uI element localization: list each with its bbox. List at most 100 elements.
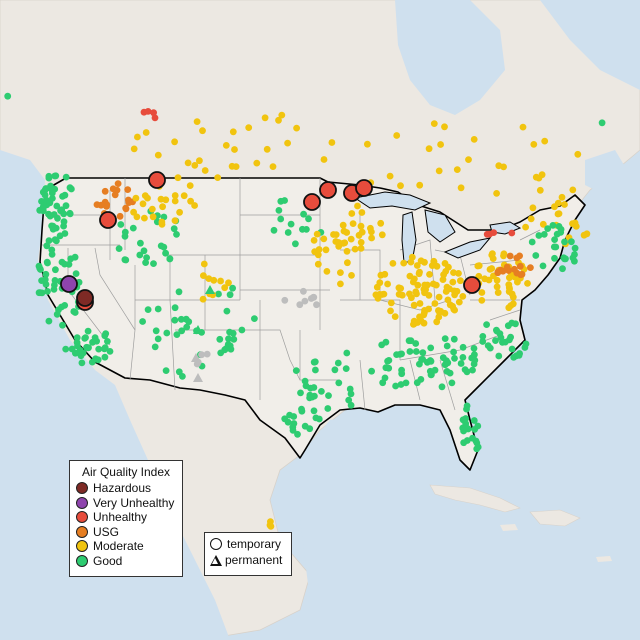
monitor-marker — [42, 185, 50, 192]
monitor-marker — [471, 426, 479, 433]
monitor-marker — [152, 327, 160, 335]
monitor-marker — [508, 345, 516, 353]
monitor-marker — [527, 264, 534, 271]
monitor-marker — [425, 145, 433, 153]
monitor-marker — [203, 350, 211, 358]
monitor-marker — [225, 279, 232, 287]
monitor-marker — [35, 289, 43, 297]
monitor-marker — [324, 405, 332, 412]
monitor-marker — [377, 219, 385, 227]
puerto-rico — [596, 556, 612, 562]
monitor-marker — [308, 393, 316, 401]
monitor-marker — [281, 415, 289, 423]
monitor-marker — [435, 293, 443, 301]
monitor-marker — [53, 237, 60, 245]
monitor-marker — [314, 260, 322, 268]
monitor-marker — [408, 294, 415, 302]
monitor-marker — [439, 354, 447, 362]
monitor-marker — [516, 262, 524, 270]
monitor-marker — [154, 305, 162, 313]
monitor-marker — [357, 245, 365, 252]
monitor-marker — [89, 338, 96, 346]
monitor-marker — [465, 156, 472, 164]
monitor-marker — [417, 317, 425, 324]
monitor-marker — [231, 146, 238, 153]
monitor-marker — [344, 259, 351, 267]
monitor-marker — [222, 142, 230, 149]
monitor-marker — [117, 221, 125, 228]
monitor-marker — [463, 437, 471, 444]
monitor-marker — [337, 280, 344, 288]
monitor-marker — [180, 192, 188, 200]
monitor-marker — [277, 215, 285, 223]
monitor-marker — [376, 279, 384, 287]
monitor-marker — [328, 139, 336, 146]
monitor-type-legend: temporary permanent — [204, 532, 292, 576]
monitor-marker — [550, 243, 558, 251]
monitor-marker — [171, 316, 179, 324]
monitor-marker — [508, 229, 516, 237]
monitor-marker — [412, 288, 420, 296]
legend-label: Very Unhealthy — [93, 495, 175, 510]
monitor-marker — [66, 184, 74, 192]
caribbean-sea — [300, 500, 640, 640]
monitor-marker — [185, 318, 193, 326]
monitor-marker — [488, 265, 496, 272]
permanent-marker — [205, 285, 215, 294]
monitor-marker — [325, 392, 332, 399]
monitor-marker — [451, 355, 458, 362]
monitor-marker — [558, 193, 566, 201]
hudson-bay — [395, 0, 505, 115]
monitor-marker — [142, 129, 150, 136]
monitor-marker — [173, 231, 180, 238]
monitor-marker — [449, 278, 457, 286]
monitor-marker — [49, 195, 56, 202]
monitor-marker — [386, 172, 394, 180]
monitor-marker — [470, 417, 478, 424]
monitor-marker — [412, 348, 420, 355]
monitor-marker — [186, 182, 194, 190]
monitor-marker — [364, 140, 371, 148]
permanent-marker — [193, 325, 203, 334]
monitor-marker — [400, 259, 408, 267]
monitor-marker — [171, 304, 179, 312]
monitor-marker — [436, 309, 443, 316]
monitor-marker — [230, 335, 238, 343]
monitor-marker — [141, 214, 148, 222]
monitor-marker — [73, 339, 81, 346]
monitor-marker — [541, 137, 549, 145]
monitor-marker — [61, 302, 69, 309]
monitor-marker — [483, 230, 491, 238]
monitor-marker — [55, 306, 62, 314]
monitor-marker — [313, 301, 320, 309]
monitor-marker — [79, 349, 87, 357]
monitor-marker — [500, 250, 508, 258]
monitor-marker — [4, 92, 12, 100]
monitor-marker — [171, 197, 179, 205]
monitor-marker — [306, 425, 314, 433]
monitor-marker — [49, 225, 57, 233]
monitor-marker — [416, 360, 423, 368]
monitor-marker — [368, 367, 375, 375]
legend-item-very-unhealthy: Very Unhealthy — [70, 496, 182, 511]
monitor-marker — [263, 145, 271, 153]
monitor-marker — [275, 116, 282, 124]
monitor-marker — [214, 174, 222, 182]
permanent-marker — [193, 373, 203, 382]
monitor-marker — [459, 343, 467, 351]
legend-item-temporary: temporary — [205, 536, 291, 552]
monitor-marker — [510, 354, 518, 361]
monitor-marker — [382, 338, 390, 346]
monitor-marker — [421, 281, 429, 289]
monitor-marker — [459, 293, 467, 300]
monitor-marker — [471, 356, 479, 364]
monitor-marker — [455, 270, 462, 277]
monitor-marker — [150, 109, 158, 117]
monitor-marker — [300, 287, 307, 295]
monitor-marker — [535, 232, 543, 239]
monitor-marker — [485, 276, 493, 284]
monitor-marker — [569, 220, 576, 228]
monitor-marker — [474, 262, 482, 270]
monitor-marker — [191, 202, 199, 209]
monitor-marker — [535, 174, 543, 182]
